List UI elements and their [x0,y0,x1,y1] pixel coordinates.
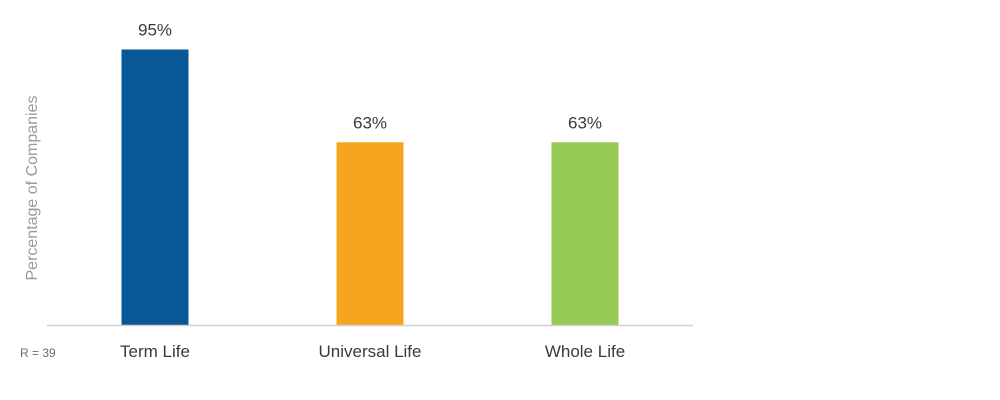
bars-group [121,49,619,325]
x-tick-label-term-life: Term Life [120,342,190,361]
data-label-universal-life: 63% [353,113,387,132]
data-labels-group: 95% 63% 63% [138,21,602,133]
y-axis-title: Percentage of Companies [24,96,41,281]
bar-universal-life [336,142,404,325]
data-label-whole-life: 63% [568,113,602,132]
sample-size-note: R = 39 [20,346,56,360]
data-label-term-life: 95% [138,21,172,40]
x-tick-label-whole-life: Whole Life [545,342,625,361]
x-tick-label-universal-life: Universal Life [319,342,422,361]
x-tick-labels-group: Term Life Universal Life Whole Life [120,342,625,361]
bar-whole-life [551,142,619,325]
bar-term-life [121,49,189,325]
